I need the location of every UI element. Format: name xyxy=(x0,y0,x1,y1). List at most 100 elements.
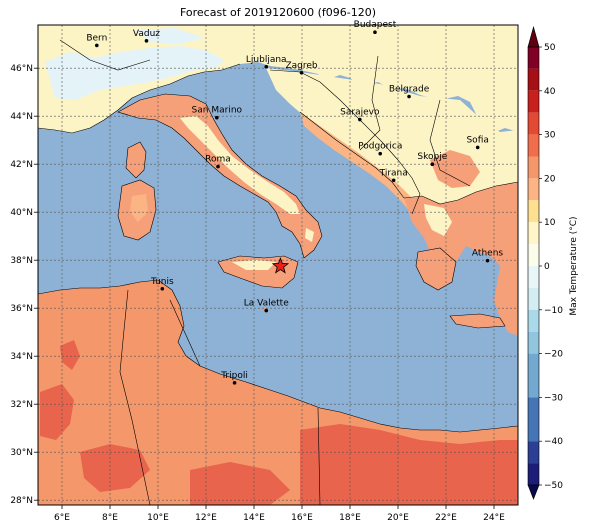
city-dot xyxy=(391,178,396,183)
y-tick-label: 28°N xyxy=(10,496,33,506)
colorbar-band xyxy=(528,309,539,332)
x-tick-label: 18°E xyxy=(339,513,361,523)
city-dot xyxy=(232,381,237,385)
colorbar-band xyxy=(528,68,539,91)
y-tick-label: 34°N xyxy=(10,352,33,362)
colorbar: 50 40 30 20 10 0 −10 −20 −30 −40 −50 Max Temperatur… xyxy=(527,25,579,500)
star-marker xyxy=(271,257,290,274)
y-tick-label: 44°N xyxy=(10,112,33,122)
colorbar-band xyxy=(528,463,539,485)
colorbar-tick-label: 30 xyxy=(544,131,556,141)
city-dot xyxy=(378,151,383,156)
colorbar-band xyxy=(528,112,539,135)
city-label: Belgrade xyxy=(389,85,430,95)
land-alps-cold xyxy=(45,46,225,100)
colorbar-band xyxy=(528,134,539,157)
city-dot xyxy=(358,117,362,122)
colorbar-tick-label: −10 xyxy=(544,306,563,316)
land-crete xyxy=(450,314,505,328)
city-label: Bern xyxy=(86,33,107,43)
x-tick-label: 12°E xyxy=(195,513,217,523)
map-title: Forecast of 2019120600 (f096-120) xyxy=(179,6,377,19)
land-italy-inner xyxy=(180,116,300,214)
city-dot xyxy=(215,115,219,120)
land-corsica xyxy=(126,142,146,178)
x-tick-label: 10°E xyxy=(147,513,169,523)
x-tick-label: 20°E xyxy=(387,513,409,523)
y-tick-label: 46°N xyxy=(10,64,33,74)
land-alps-cold-2 xyxy=(135,28,205,44)
city-label: Roma xyxy=(205,155,231,165)
land-desert-hot-6 xyxy=(330,452,360,484)
colorbar-tick-label: −40 xyxy=(544,437,563,447)
colorbar-band xyxy=(528,266,539,288)
graticule xyxy=(38,25,518,505)
x-tick-label: 8°E xyxy=(102,513,118,523)
land-desert-hot-1 xyxy=(60,340,80,370)
city-label: Skopje xyxy=(417,152,447,162)
colorbar-band xyxy=(528,244,539,266)
city-label: Vaduz xyxy=(133,29,160,39)
colorbar-band xyxy=(528,441,539,464)
x-axis-ticks: 6°E 8°E 10°E 12°E 14°E 16°E 18°E 20°E 22°E 24°E xyxy=(54,505,505,523)
land-desert-hot-5 xyxy=(190,462,290,505)
land-sardinia-inner xyxy=(130,194,148,222)
colorbar-band xyxy=(528,47,539,69)
land-desert-hot-2 xyxy=(40,384,74,440)
colorbar-band xyxy=(528,156,539,179)
city-dot xyxy=(485,258,490,263)
colorbar-tick-label: 50 xyxy=(544,43,556,53)
colorbar-band xyxy=(528,331,539,354)
map-frame xyxy=(37,24,519,506)
city-label: Sarajevo xyxy=(340,108,380,118)
city-dot xyxy=(407,94,411,99)
colorbar-over-arrow xyxy=(527,25,540,48)
x-tick-label: 22°E xyxy=(435,513,457,523)
colorbar-tick-label: −50 xyxy=(544,481,563,491)
y-tick-label: 32°N xyxy=(10,400,33,410)
land-turkey xyxy=(494,232,518,336)
x-tick-label: 14°E xyxy=(243,513,265,523)
colorbar-band xyxy=(528,397,539,442)
city-label: Sofia xyxy=(466,135,488,145)
city-dot xyxy=(216,164,220,169)
city-label: Tunis xyxy=(150,277,174,287)
city-dot xyxy=(299,70,304,75)
y-tick-label: 36°N xyxy=(10,304,33,314)
colorbar-tick-label: 20 xyxy=(544,174,556,184)
x-tick-label: 6°E xyxy=(54,513,70,523)
city-label: Athens xyxy=(472,249,503,259)
colorbar-label: Max Temperature (°C) xyxy=(569,216,579,315)
city-dot xyxy=(160,286,165,291)
y-tick-label: 40°N xyxy=(10,208,33,218)
star-icon xyxy=(271,257,290,274)
city-dot xyxy=(264,64,269,69)
city-dot xyxy=(144,39,149,43)
colorbar-tick-label: 40 xyxy=(544,87,556,97)
city-dot xyxy=(475,145,480,150)
y-tick-label: 42°N xyxy=(10,160,33,170)
colorbar-tick-label: −30 xyxy=(544,393,563,403)
x-tick-label: 16°E xyxy=(291,513,313,523)
city-label: Podgorica xyxy=(358,142,402,152)
city-label: Ljubljana xyxy=(246,55,287,65)
land-greece xyxy=(404,182,518,268)
city-label: Budapest xyxy=(354,20,397,30)
y-axis-ticks: 28°N 30°N 32°N 34°N 36°N 38°N 40°N 42°N 44°N 46°N xyxy=(10,64,38,506)
city-dot xyxy=(430,162,435,166)
city-label: Tirana xyxy=(379,168,408,178)
land-italy xyxy=(118,94,322,258)
land-balkans-warm xyxy=(430,150,480,188)
colorbar-band xyxy=(528,90,539,113)
land-desert-hot-4 xyxy=(300,424,518,505)
colorbar-band xyxy=(528,200,539,223)
city-label: San Marino xyxy=(192,106,243,116)
colorbar-band xyxy=(528,222,539,245)
x-tick-label: 24°E xyxy=(483,513,505,523)
colorbar-band xyxy=(528,178,539,201)
y-tick-label: 30°N xyxy=(10,448,33,458)
city-label: Zagreb xyxy=(285,61,317,71)
y-tick-label: 38°N xyxy=(10,256,33,266)
